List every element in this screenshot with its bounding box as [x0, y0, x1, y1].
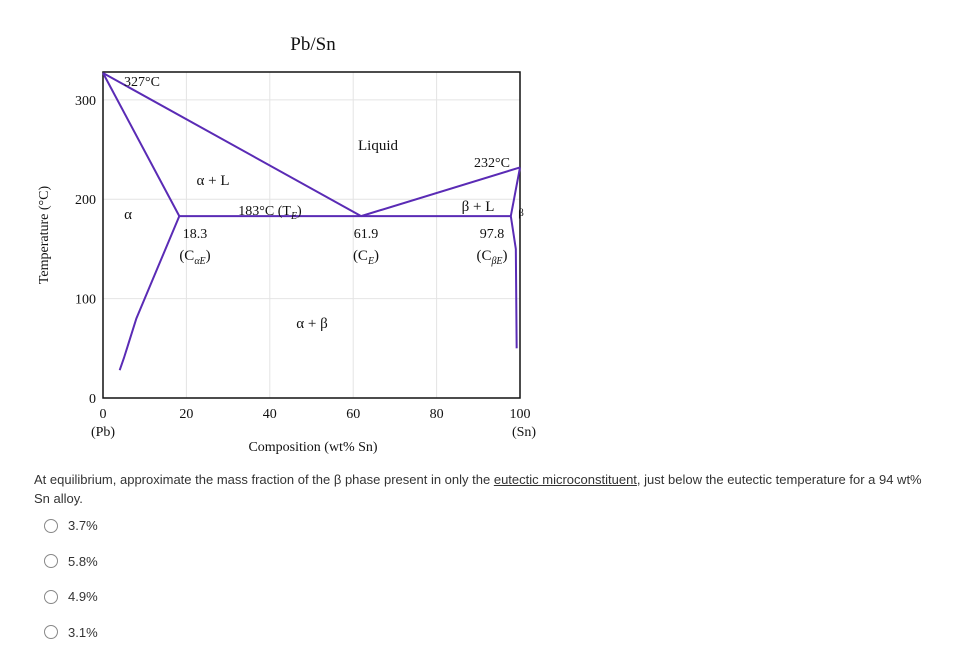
annotation-part: 97.8 [480, 227, 505, 242]
x-tick-label: 40 [263, 407, 277, 422]
annotation: α [124, 207, 132, 223]
chart: Pb/Sn Composition (wt% Sn) Temperature (… [37, 34, 536, 455]
y-axis-label: Temperature (°C) [37, 186, 52, 285]
annotation-part: ) [374, 248, 379, 264]
annotation-part: ) [206, 248, 211, 264]
annotation-part: ) [503, 248, 508, 264]
annotation: 61.9 [354, 227, 379, 242]
x-tick-label: 100 [510, 407, 531, 422]
annotation: 18.3 [183, 227, 208, 242]
annotation: α + β [296, 316, 327, 332]
annotation: 327°C [124, 75, 160, 90]
annotation-part: 232°C [474, 156, 510, 171]
x-tick-label: 0 [100, 407, 107, 422]
annotation-part: 183°C (T [238, 204, 291, 219]
annotation-part: (C [353, 248, 368, 264]
radio[interactable] [44, 625, 58, 639]
annotation: (CαE) [179, 248, 210, 267]
option[interactable]: 5.8% [44, 554, 98, 569]
phase-boundary [360, 166, 521, 218]
end-label: (Pb) [91, 425, 115, 440]
radio[interactable] [44, 518, 58, 533]
annotation-part: 61.9 [354, 227, 379, 242]
annotation-part: (C [179, 248, 194, 264]
annotation: β + L [462, 199, 495, 215]
chart-title: Pb/Sn [290, 34, 336, 55]
annotation-part: 327°C [124, 75, 160, 90]
phase-boundary [102, 72, 181, 217]
plot-frame [102, 71, 521, 399]
annotation-part: α + L [197, 173, 230, 189]
phase-boundary [118, 215, 181, 371]
option-label[interactable]: 3.7% [68, 518, 98, 533]
phase-boundary [509, 215, 518, 349]
option[interactable]: 3.7% [44, 518, 98, 533]
annotation-part: Liquid [358, 138, 398, 154]
annotation: β [518, 207, 524, 219]
annotation-part: β [518, 207, 524, 219]
question-text: At equilibrium, approximate the mass fra… [34, 472, 494, 487]
annotation: (CE) [353, 248, 379, 267]
option-label[interactable]: 5.8% [68, 553, 98, 569]
option[interactable]: 3.1% [44, 625, 98, 640]
phase-boundary [509, 167, 521, 217]
question-text: , just below the eutectic temperature fo… [34, 472, 922, 506]
x-axis-label: Composition (wt% Sn) [248, 440, 377, 455]
annotation-part: (C [476, 248, 491, 264]
annotation-part: ) [297, 204, 302, 219]
option[interactable]: 4.9% [44, 589, 98, 604]
radio[interactable] [44, 554, 58, 568]
annotation-part: α + β [296, 316, 327, 332]
annotation: Liquid [358, 138, 398, 154]
annotation: α + L [197, 173, 230, 189]
end-label: (Sn) [512, 425, 536, 440]
annotation: (CβE) [476, 248, 507, 267]
annotation-part: βE [490, 256, 502, 267]
y-tick-label: 200 [75, 193, 96, 208]
annotation-part: E [367, 256, 374, 267]
x-tick-label: 20 [179, 407, 193, 422]
option-label[interactable]: 3.1% [68, 624, 98, 640]
annotation-part: β + L [462, 199, 495, 215]
option-label[interactable]: 4.9% [68, 589, 98, 604]
x-tick-label: 60 [346, 407, 360, 422]
annotation: 183°C (TE) [238, 204, 302, 222]
annotation-part: 18.3 [183, 227, 208, 242]
glossary-link[interactable]: eutectic microconstituent [493, 472, 637, 487]
annotation-part: α [124, 207, 132, 223]
y-tick-label: 0 [89, 392, 96, 407]
question: At equilibrium, approximate the mass fra… [34, 470, 939, 508]
annotation-part: E [290, 211, 297, 222]
y-tick-label: 300 [75, 94, 96, 109]
annotation: 232°C [474, 156, 510, 171]
x-tick-label: 80 [430, 407, 444, 422]
radio[interactable] [44, 589, 58, 604]
phase-boundary [102, 72, 362, 217]
annotation-part: αE [194, 256, 205, 267]
y-tick-label: 100 [75, 293, 96, 308]
annotation: 97.8 [480, 227, 505, 242]
